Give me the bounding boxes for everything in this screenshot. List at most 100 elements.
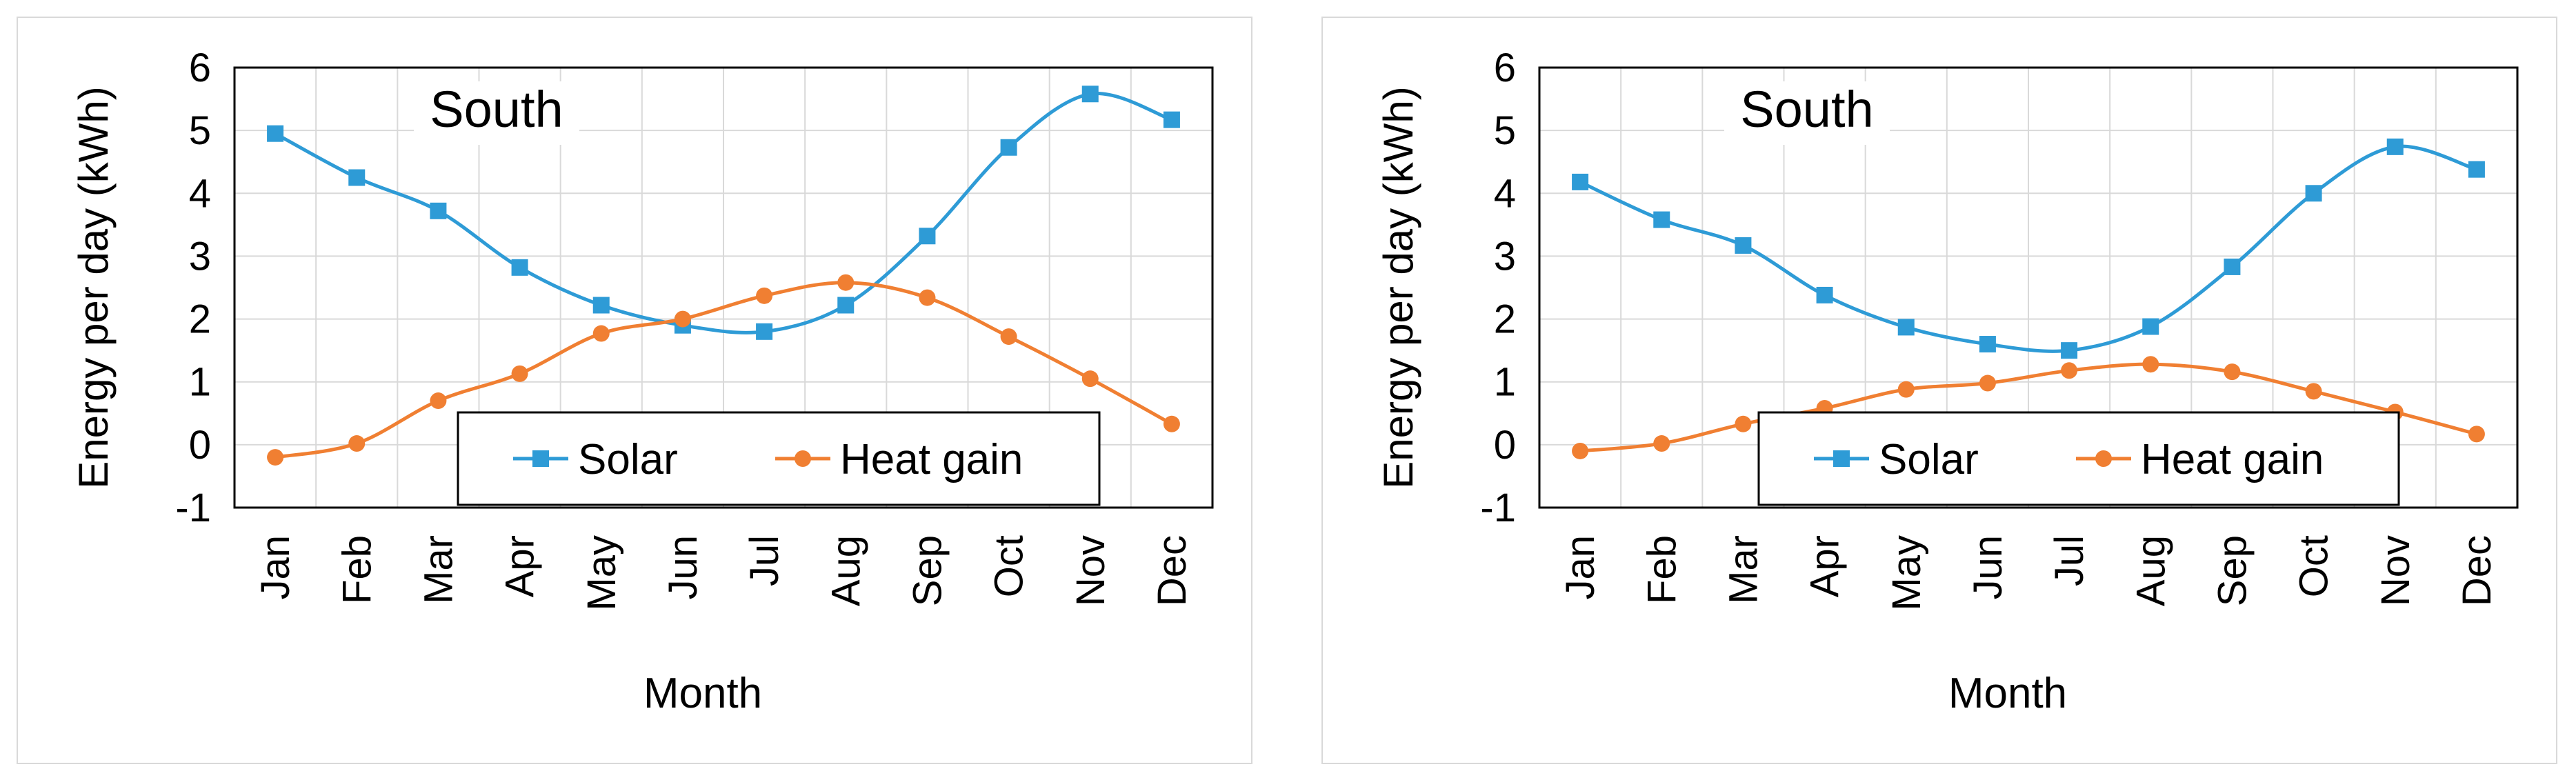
data-point bbox=[267, 125, 284, 142]
series-line-heat-gain bbox=[1579, 362, 2477, 453]
chart-title: South bbox=[430, 81, 563, 138]
data-point bbox=[2142, 318, 2159, 335]
data-point bbox=[592, 325, 610, 342]
title-background bbox=[1724, 81, 1890, 145]
data-point bbox=[756, 287, 773, 304]
legend-label: Solar bbox=[1879, 436, 1979, 483]
legend-marker bbox=[1833, 450, 1850, 467]
data-point bbox=[511, 365, 528, 382]
data-point bbox=[674, 310, 691, 328]
x-tick-label: Oct bbox=[987, 535, 1032, 597]
data-point bbox=[348, 169, 366, 186]
data-point bbox=[2468, 161, 2485, 178]
x-tick-label: Jan bbox=[1558, 535, 1603, 600]
y-tick-label: 2 bbox=[189, 297, 211, 342]
data-point bbox=[1735, 415, 1752, 432]
x-tick-label: May bbox=[579, 535, 624, 611]
legend-marker bbox=[795, 450, 811, 467]
y-tick-label: 0 bbox=[189, 423, 211, 468]
data-point bbox=[2305, 383, 2322, 400]
data-point bbox=[2468, 426, 2485, 443]
data-point bbox=[1081, 86, 1099, 103]
data-point bbox=[2224, 363, 2241, 381]
y-tick-label: 5 bbox=[189, 108, 211, 153]
data-point bbox=[2142, 356, 2159, 373]
data-point bbox=[2061, 362, 2078, 379]
data-point bbox=[2061, 342, 2078, 359]
y-tick-label: 5 bbox=[1494, 108, 1516, 153]
x-tick-label: Dec bbox=[1150, 535, 1195, 606]
legend-label: Solar bbox=[578, 436, 678, 483]
data-point bbox=[1979, 374, 1996, 392]
x-axis-title: Month bbox=[643, 670, 762, 717]
x-tick-label: Sep bbox=[2210, 535, 2255, 606]
series-line-solar bbox=[1579, 144, 2477, 353]
chart-panel-right: -1 0 1 2 3 4 5 6 Jan Feb Mar Apr May Jun Jul Aug Sep Oct N… bbox=[1321, 17, 2557, 764]
data-point bbox=[1979, 336, 1996, 353]
data-point bbox=[1163, 111, 1180, 128]
data-point bbox=[1897, 381, 1915, 398]
y-tick-label: -1 bbox=[175, 486, 211, 530]
data-point bbox=[1572, 442, 1589, 459]
data-point bbox=[430, 392, 447, 410]
data-point bbox=[1653, 211, 1670, 228]
y-axis-title: Energy per day (kWh) bbox=[1375, 86, 1421, 489]
y-tick-label: 4 bbox=[1494, 171, 1516, 216]
x-tick-label: Dec bbox=[2455, 535, 2499, 606]
x-tick-label: Nov bbox=[2373, 535, 2418, 606]
y-axis-title: Energy per day (kWh) bbox=[70, 86, 117, 489]
x-tick-label: Mar bbox=[416, 535, 461, 604]
legend-label: Heat gain bbox=[840, 436, 1023, 483]
x-tick-label: Aug bbox=[823, 535, 868, 606]
data-point bbox=[430, 202, 447, 219]
y-tick-label: 0 bbox=[1494, 423, 1516, 468]
plot-border bbox=[1538, 66, 2519, 509]
x-tick-label: Jan bbox=[253, 535, 298, 600]
data-point bbox=[511, 259, 528, 276]
y-tick-label: 6 bbox=[1494, 46, 1516, 90]
data-point bbox=[1816, 286, 1833, 303]
x-tick-label: Sep bbox=[905, 535, 950, 606]
data-point bbox=[837, 274, 855, 291]
data-point bbox=[2386, 138, 2404, 155]
y-tick-label: 2 bbox=[1494, 297, 1516, 342]
data-point bbox=[2224, 258, 2241, 275]
chart-panel-left: -1 0 1 2 3 4 5 6 Jan Feb Mar Apr May Jun Jul Aug Sep Oct N… bbox=[17, 17, 1252, 764]
data-point bbox=[1081, 370, 1099, 388]
x-tick-label: Jul bbox=[742, 535, 787, 586]
data-point bbox=[1572, 173, 1589, 190]
data-point bbox=[592, 297, 610, 314]
y-tick-label: 1 bbox=[189, 360, 211, 405]
data-point bbox=[267, 449, 284, 466]
y-tick-label: -1 bbox=[1480, 486, 1516, 530]
x-tick-label: Oct bbox=[2292, 535, 2337, 597]
x-tick-label: Feb bbox=[1639, 535, 1684, 604]
data-point bbox=[1653, 435, 1670, 452]
x-tick-label: Jul bbox=[2047, 535, 2092, 586]
line-chart-right: -1 0 1 2 3 4 5 6 Jan Feb Mar Apr May Jun Jul Aug Sep Oct N… bbox=[1375, 46, 2519, 717]
y-tick-label: 4 bbox=[189, 171, 211, 216]
title-background bbox=[414, 81, 579, 145]
x-tick-label: Jun bbox=[661, 535, 706, 600]
data-point bbox=[1735, 237, 1752, 254]
data-point bbox=[1163, 415, 1180, 432]
data-point bbox=[1000, 139, 1017, 156]
x-axis-title: Month bbox=[1948, 670, 2067, 717]
x-tick-label: Jun bbox=[1966, 535, 2010, 600]
y-tick-label: 1 bbox=[1494, 360, 1516, 405]
data-point bbox=[1897, 319, 1915, 336]
y-tick-label: 3 bbox=[1494, 234, 1516, 279]
data-point bbox=[1000, 328, 1017, 346]
y-tick-label: 6 bbox=[189, 46, 211, 90]
chart-title: South bbox=[1740, 81, 1873, 138]
y-tick-label: 3 bbox=[189, 234, 211, 279]
data-point bbox=[837, 297, 855, 314]
data-point bbox=[919, 228, 936, 245]
legend-marker bbox=[2095, 450, 2112, 467]
data-point bbox=[2305, 185, 2322, 202]
x-tick-label: Aug bbox=[2128, 535, 2173, 606]
data-point bbox=[348, 435, 366, 452]
x-tick-label: May bbox=[1884, 535, 1929, 611]
legend-label: Heat gain bbox=[2141, 436, 2324, 483]
data-point bbox=[756, 323, 773, 340]
